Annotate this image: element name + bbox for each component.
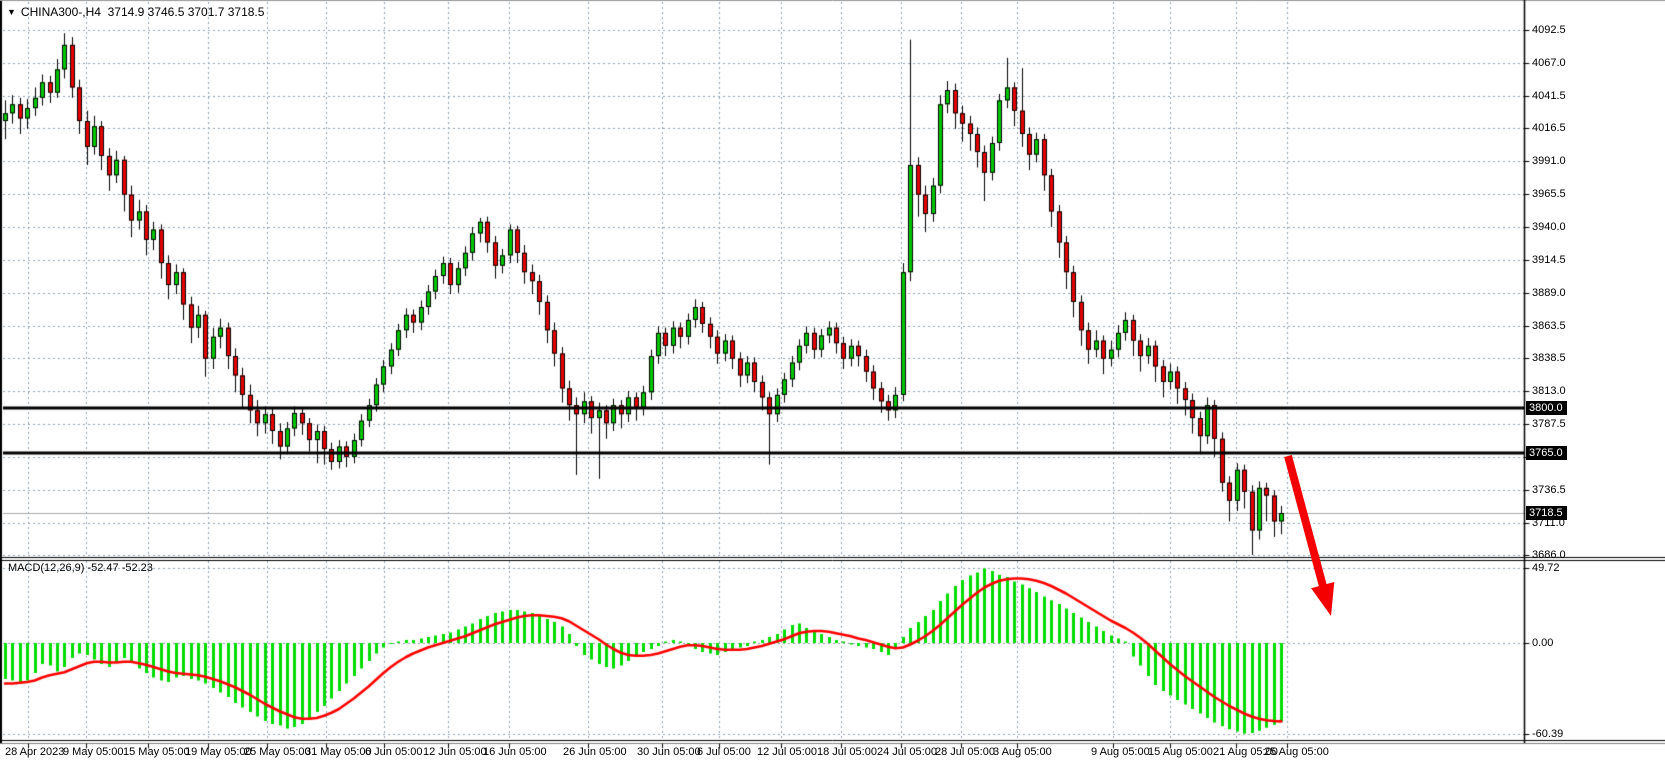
- price-tick-label: 3914.5: [1532, 254, 1566, 266]
- ohlc-summary: 3714.9 3746.5 3701.7 3718.5: [107, 5, 265, 19]
- price-tick-label: 4092.5: [1532, 24, 1566, 36]
- price-tick-label: 3686.0: [1532, 549, 1566, 561]
- date-tick-label: 25 Aug 05:00: [1264, 746, 1329, 758]
- date-tick-label: 18 Jul 05:00: [817, 746, 877, 758]
- price-tick-label: 3863.5: [1532, 320, 1566, 332]
- price-tick-label: 3736.5: [1532, 484, 1566, 496]
- date-tick-label: 24 Jul 05:00: [877, 746, 937, 758]
- level-price-badge-3800: 3800.0: [1526, 401, 1567, 415]
- price-tick-label: 3813.0: [1532, 385, 1566, 397]
- chart-title: ▼ CHINA300-,H4 3714.9 3746.5 3701.7 3718.…: [7, 5, 264, 19]
- current-price-badge: 3718.5: [1526, 506, 1567, 520]
- price-tick-label: 3889.0: [1532, 287, 1566, 299]
- date-tick-label: 26 Jun 05:00: [563, 746, 627, 758]
- date-tick-label: 25 May 05:00: [244, 746, 311, 758]
- macd-scale-label: -60.39: [1532, 728, 1564, 740]
- price-tick-label: 3965.5: [1532, 188, 1566, 200]
- price-tick-label: 4067.0: [1532, 57, 1566, 69]
- date-tick-label: 3 Aug 05:00: [993, 746, 1052, 758]
- price-tick-label: 3991.0: [1532, 155, 1566, 167]
- date-tick-label: 15 May 05:00: [123, 746, 190, 758]
- date-tick-label: 16 Jun 05:00: [483, 746, 547, 758]
- price-tick-label: 3838.5: [1532, 352, 1566, 364]
- date-tick-label: 28 Jul 05:00: [935, 746, 995, 758]
- symbol-period-label: CHINA300-,H4: [20, 5, 101, 19]
- price-tick-label: 4016.5: [1532, 122, 1566, 134]
- date-tick-label: 30 Jun 05:00: [637, 746, 701, 758]
- symbol-dropdown-icon[interactable]: ▼: [7, 7, 16, 17]
- level-price-badge-3765: 3765.0: [1526, 446, 1567, 460]
- date-tick-label: 6 Jul 05:00: [697, 746, 751, 758]
- date-tick-label: 9 Aug 05:00: [1091, 746, 1150, 758]
- date-tick-label: 31 May 05:00: [305, 746, 372, 758]
- price-tick-label: 3940.0: [1532, 221, 1566, 233]
- date-tick-label: 19 May 05:00: [185, 746, 252, 758]
- date-tick-label: 15 Aug 05:00: [1148, 746, 1213, 758]
- price-tick-label: 4041.5: [1532, 90, 1566, 102]
- date-tick-label: 21 Aug 05:00: [1213, 746, 1278, 758]
- macd-scale-label: 49.72: [1532, 562, 1560, 574]
- macd-indicator-label: MACD(12,26,9) -52.47 -52.23: [8, 562, 153, 574]
- date-tick-label: 12 Jun 05:00: [423, 746, 487, 758]
- price-tick-label: 3711.0: [1532, 517, 1565, 529]
- price-tick-label: 3787.5: [1532, 418, 1566, 430]
- date-tick-label: 12 Jul 05:00: [757, 746, 817, 758]
- macd-scale-label: 0.00: [1532, 637, 1554, 649]
- date-tick-label: 28 Apr 2023: [5, 746, 65, 758]
- date-tick-label: 9 May 05:00: [63, 746, 124, 758]
- date-tick-label: 6 Jun 05:00: [365, 746, 423, 758]
